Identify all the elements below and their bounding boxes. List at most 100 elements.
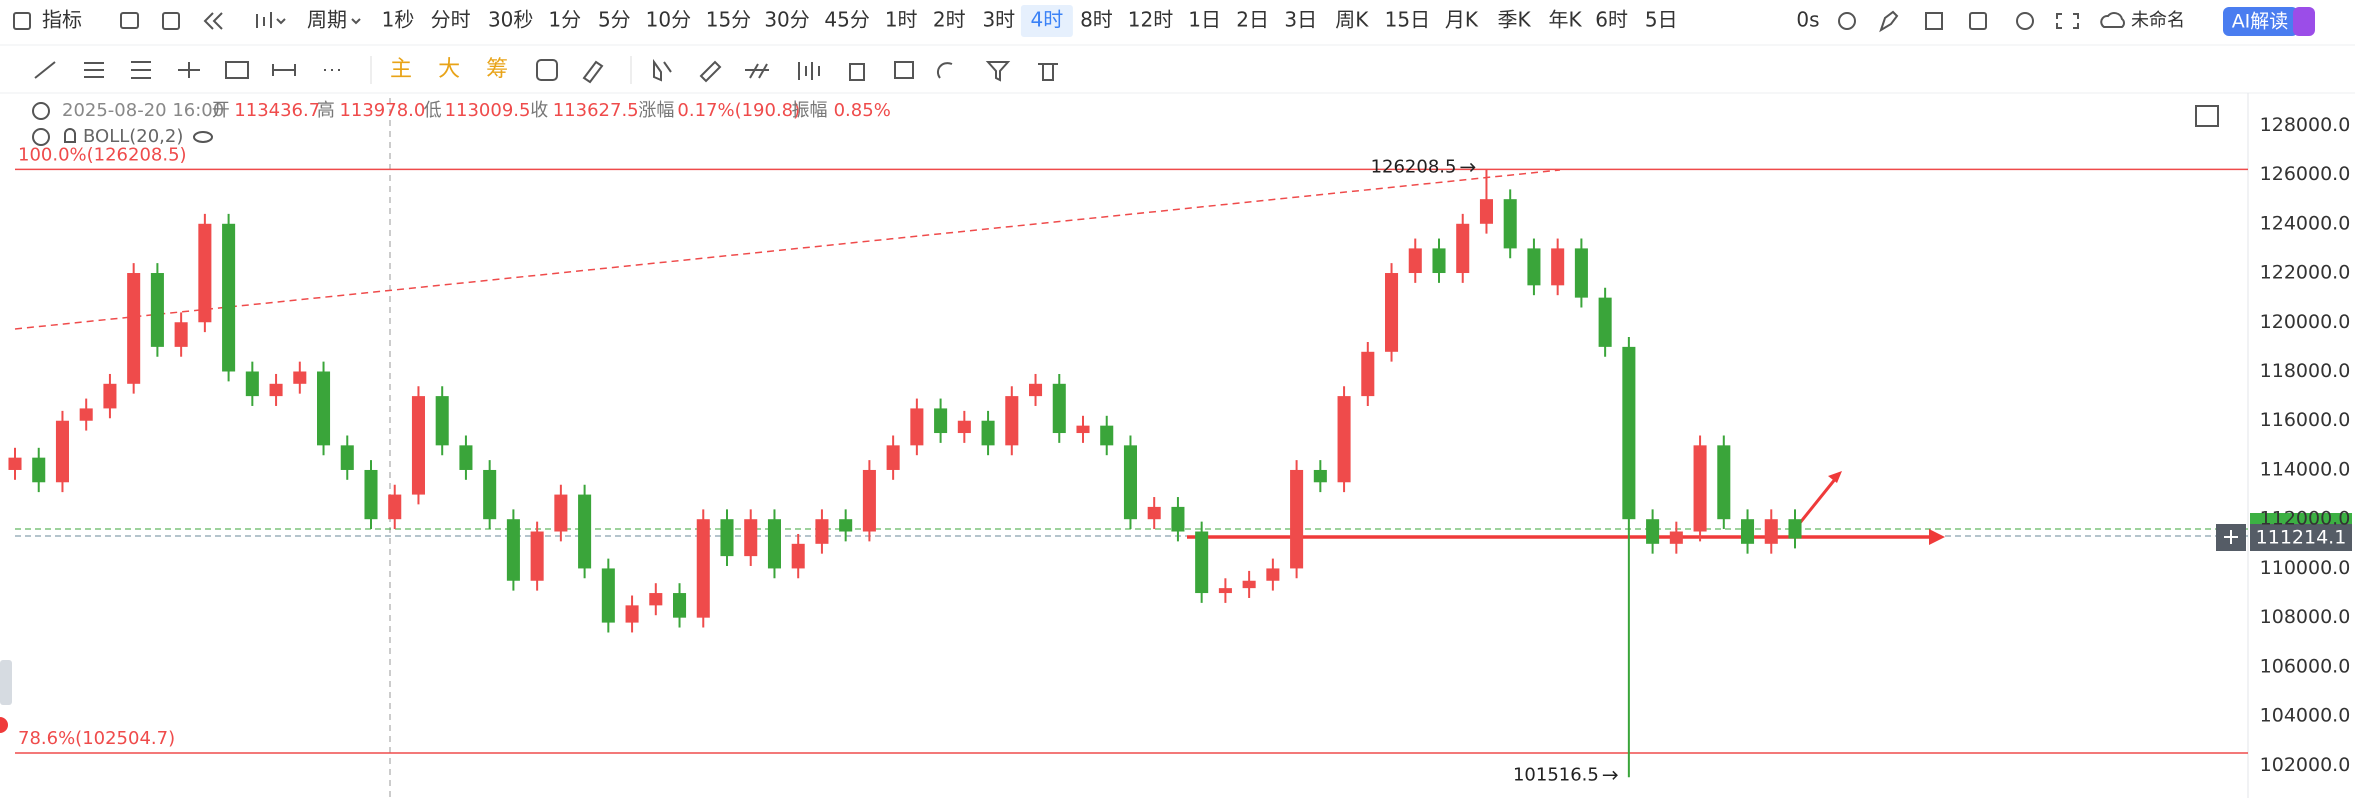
interval-button[interactable]: 5日	[1645, 8, 1678, 32]
workspace-name[interactable]: 未命名	[2131, 10, 2185, 31]
candle-body	[8, 457, 22, 470]
y-tick-label: 112000.0	[2260, 508, 2351, 530]
tool-label[interactable]: 筹	[486, 57, 508, 82]
candle-body	[198, 223, 212, 323]
info-value: 113436.7	[234, 100, 320, 121]
interval-button[interactable]: 年K	[1549, 8, 1583, 32]
interval-button[interactable]: 3时	[982, 8, 1015, 32]
info-label: 振幅	[792, 100, 828, 121]
plus-icon	[2224, 530, 2238, 544]
interval-button[interactable]: 1分	[548, 8, 581, 32]
interval-button[interactable]: 2时	[933, 8, 966, 32]
candle-body	[1717, 445, 1731, 520]
tool-label[interactable]: 主	[390, 57, 412, 82]
bell-icon[interactable]	[64, 128, 76, 143]
candle-body	[696, 519, 710, 618]
y-tick-label: 124000.0	[2260, 212, 2351, 234]
interval-button[interactable]: 8时	[1080, 8, 1113, 32]
candle-body	[815, 519, 829, 544]
candle-body	[839, 519, 853, 532]
interval-button[interactable]: 1秒	[382, 8, 415, 32]
interval-button[interactable]: 分时	[431, 8, 471, 32]
trend-line[interactable]	[14, 169, 1561, 330]
candle-body	[1693, 445, 1707, 532]
interval-button[interactable]: 5分	[598, 8, 631, 32]
candle-body	[506, 519, 520, 581]
interval-button[interactable]: 45分	[824, 8, 869, 32]
candle-body	[1076, 425, 1090, 434]
interval-button[interactable]: 1日	[1188, 8, 1221, 32]
interval-button[interactable]: 月K	[1445, 8, 1479, 32]
candle-body	[245, 371, 259, 397]
y-tick-label: 114000.0	[2260, 458, 2351, 480]
y-tick-label: 102000.0	[2260, 754, 2351, 776]
candle-body	[886, 445, 900, 470]
interval-button[interactable]: 15分	[706, 8, 751, 32]
info-label: 收	[530, 100, 548, 121]
expand-icon[interactable]	[2195, 105, 2219, 127]
candle-body	[1432, 248, 1446, 274]
arrow-line[interactable]	[1793, 477, 1838, 530]
interval-button[interactable]: 季K	[1497, 8, 1531, 32]
candle-body	[1123, 445, 1137, 520]
interval-button[interactable]: 30秒	[488, 8, 533, 32]
candle-body	[554, 494, 568, 532]
collapse-icon[interactable]	[32, 128, 50, 146]
candle-body	[530, 531, 544, 581]
candle-body	[1242, 580, 1256, 589]
interval-button[interactable]: 15日	[1385, 8, 1430, 32]
toolbar-icons[interactable]	[13, 10, 2125, 33]
interval-button[interactable]: 30分	[764, 8, 809, 32]
candle-body	[1005, 396, 1019, 446]
side-handle[interactable]	[0, 660, 12, 705]
candle-body	[1029, 383, 1043, 397]
candle-body	[435, 396, 449, 446]
info-value: 0.85%	[834, 100, 891, 121]
period-button[interactable]: 周期	[307, 8, 347, 32]
visibility-icon[interactable]	[193, 131, 213, 143]
candle-body	[1503, 199, 1517, 249]
candle-body	[269, 383, 283, 397]
tool-label[interactable]: 大	[438, 57, 460, 82]
interval-button[interactable]: 1时	[885, 8, 918, 32]
high-label: 126208.5	[1371, 156, 1457, 177]
candle-body	[1408, 248, 1422, 274]
candle-body	[1646, 519, 1660, 544]
ai-button-label[interactable]: AI解读	[2232, 11, 2289, 33]
interval-button[interactable]: 3日	[1284, 8, 1317, 32]
ai-button-menu[interactable]	[2293, 7, 2315, 36]
interval-button[interactable]: 2日	[1236, 8, 1269, 32]
candle-body	[340, 445, 354, 470]
arrow-head	[1828, 471, 1842, 483]
candle-body	[364, 469, 378, 520]
level-label: 100.0%(126208.5)	[18, 144, 187, 165]
candle-body	[934, 408, 948, 434]
candle-body	[1574, 248, 1588, 298]
candle-body	[981, 420, 995, 446]
candle-body	[127, 273, 141, 384]
candle-body	[791, 543, 805, 569]
info-value: 0.17%(190.8)	[677, 100, 800, 121]
interval-button[interactable]: 4时	[1031, 8, 1064, 32]
interval-button[interactable]: 12时	[1128, 8, 1173, 32]
drawing-icons[interactable]	[34, 58, 1058, 84]
collapse-icon[interactable]	[32, 102, 50, 120]
candle-body	[1337, 396, 1351, 483]
candle-body	[1385, 273, 1399, 352]
high-arrow	[1460, 162, 1476, 172]
candle-body	[625, 605, 639, 623]
candle-body	[1669, 531, 1683, 544]
info-label: 高	[317, 100, 335, 121]
candle-body	[1456, 223, 1470, 274]
candle-body	[79, 408, 93, 421]
candle-body	[388, 494, 402, 520]
interval-button[interactable]: 6时	[1595, 8, 1628, 32]
y-tick-label: 128000.0	[2260, 114, 2351, 136]
candle-body	[150, 273, 164, 347]
candle-body	[1551, 248, 1565, 286]
ai-button[interactable]	[2223, 7, 2298, 36]
interval-button[interactable]: 周K	[1335, 8, 1369, 32]
interval-button[interactable]: 10分	[646, 8, 691, 32]
indicator-button[interactable]: 指标	[42, 8, 82, 32]
